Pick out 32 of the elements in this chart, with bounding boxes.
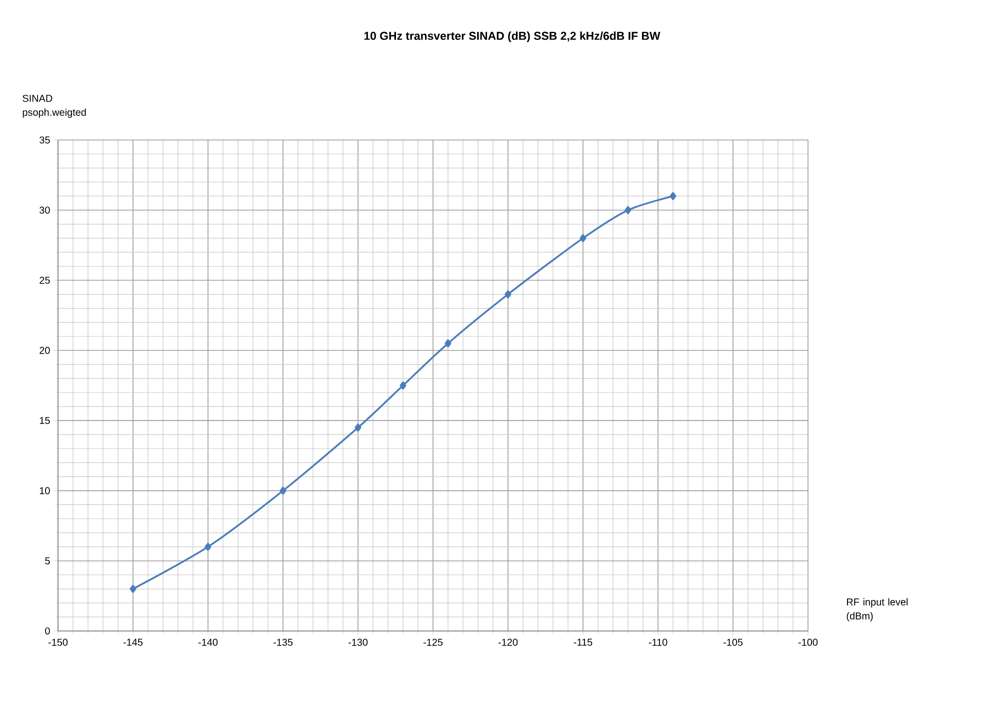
point [580,234,586,242]
y-tick-label: 30 [40,206,50,214]
x-tick-label: -100 [798,638,818,646]
x-tick-label: -135 [273,638,293,646]
y-tick-label: 0 [45,627,50,635]
point [400,381,406,390]
y-tick-label: 25 [40,276,50,284]
x-tick-label: -140 [198,638,218,646]
x-tick-label: -130 [348,638,368,646]
point [204,542,212,551]
chart-title: 10 GHz transverter SINAD (dB) SSB 2,2 kHz/6dB IF BW [364,32,660,42]
x-tick-label: -105 [723,638,743,646]
y-axis-title: SINAD psoph.weigted [22,94,86,118]
x-axis-title: RF input level (dBm) [846,598,908,622]
point [130,584,136,593]
point [444,339,452,348]
x-tick-label: -145 [123,638,143,646]
point [670,192,676,200]
x-tick-label: -150 [48,638,68,646]
y-tick-label: 10 [40,487,50,494]
x-tick-label: -110 [648,638,668,646]
y-tick-label: 20 [40,346,50,354]
point [280,486,286,495]
y-tick-label: 5 [45,557,50,564]
y-tick-label: 35 [40,136,50,144]
x-tick-label: -125 [423,638,443,646]
x-tick-label: -115 [574,638,592,646]
point [354,423,362,432]
point [624,206,632,214]
x-tick-label: -120 [498,638,518,646]
point [504,290,512,298]
y-tick-label: 15 [40,417,50,424]
